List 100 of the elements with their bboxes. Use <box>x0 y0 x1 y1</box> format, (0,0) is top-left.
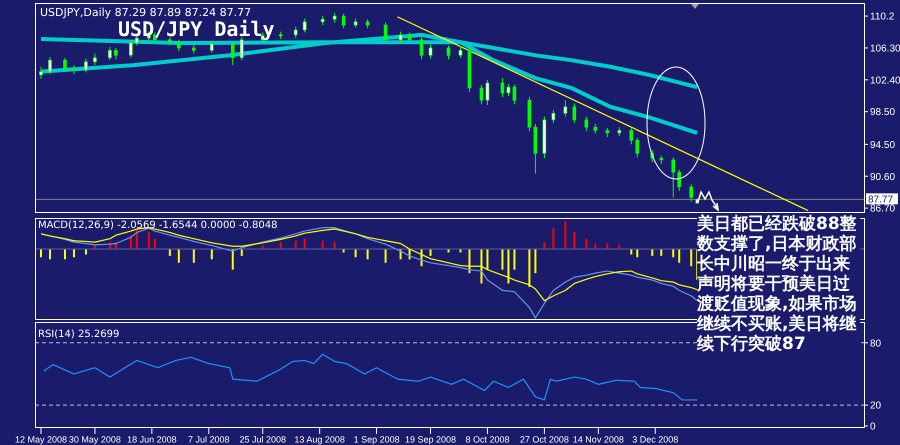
candlestick <box>584 116 588 132</box>
bar <box>636 249 638 258</box>
bar <box>354 249 357 258</box>
bar <box>564 221 566 250</box>
bar <box>651 249 654 256</box>
annotation: RSI(14) 25.2699 <box>38 328 120 341</box>
candlestick <box>93 53 97 66</box>
candlestick <box>294 26 298 39</box>
candlestick <box>629 128 634 145</box>
bar <box>660 249 662 256</box>
bar <box>48 249 51 260</box>
candlestick <box>230 42 235 66</box>
candlestick <box>635 137 640 158</box>
candlestick <box>84 58 88 73</box>
bar <box>304 238 306 250</box>
candlestick <box>332 12 336 24</box>
bar <box>280 242 282 250</box>
candlestick <box>480 84 484 105</box>
text: USD/JPY Daily <box>118 17 275 41</box>
y-tick-label: 0 <box>870 421 876 432</box>
bar <box>334 242 336 250</box>
bar <box>534 249 536 274</box>
candlestick <box>552 110 556 124</box>
bar <box>672 249 674 258</box>
candlestick <box>384 22 388 44</box>
y-tick-label: 98.50 <box>870 107 896 118</box>
candlestick <box>486 79 490 106</box>
y-tick-label: 102.40 <box>870 75 900 86</box>
candlestick <box>506 83 510 97</box>
x-tick-label: 12 May 2008 <box>14 434 68 444</box>
bar <box>552 228 554 250</box>
bar <box>322 240 324 250</box>
candlestick <box>302 18 306 33</box>
bar <box>72 249 75 258</box>
candlestick <box>408 32 412 44</box>
candlestick <box>39 66 43 80</box>
candlestick <box>446 44 450 60</box>
bar <box>501 249 504 270</box>
bar <box>594 244 596 250</box>
x-tick-label: 30 May 2008 <box>68 434 121 444</box>
candlestick <box>671 156 676 198</box>
bar <box>430 249 432 256</box>
candlestick <box>564 100 568 118</box>
x-tick-label: 27 Oct 2008 <box>520 434 569 444</box>
bar <box>606 244 608 250</box>
candlestick <box>108 46 112 61</box>
bar <box>240 249 243 256</box>
x-tick-label: 18 Jun 2008 <box>127 434 177 444</box>
bar <box>40 249 42 258</box>
candlestick <box>594 123 598 134</box>
ref-line-label: 87.77 <box>868 194 894 206</box>
annotation: MACD(12,26,9) -2.0569 -1.6544 0.0000 -0.8048 <box>38 219 278 232</box>
candlestick <box>114 47 118 60</box>
y-tick-label: 80 <box>870 338 882 350</box>
bar <box>148 232 150 250</box>
bar <box>507 249 510 284</box>
bar <box>630 249 632 255</box>
y-tick-label: 106.30 <box>870 43 900 54</box>
line-series <box>43 354 698 401</box>
annotation: 美日都已经跌破88整数支撑了,日本财政部长中川昭一终于出来声明将要干预美日过渡贬值现象,如果市场继续不买账,美日将继续下行突破87 <box>697 214 860 354</box>
candlestick <box>177 39 181 52</box>
bar <box>192 249 195 263</box>
candlestick <box>428 44 432 60</box>
bar <box>84 249 87 255</box>
candlestick <box>458 46 462 58</box>
candlestick <box>512 84 516 105</box>
candlestick <box>572 103 576 124</box>
x-tick-label: 13 Aug 2008 <box>294 434 345 444</box>
bar <box>168 249 171 256</box>
candlestick <box>420 36 424 60</box>
bar <box>154 238 156 250</box>
bar <box>690 249 692 266</box>
x-tick-label: 8 Oct 2008 <box>465 434 510 444</box>
bar <box>585 238 588 250</box>
annotation: USDJPY,Daily 87.29 87.89 87.24 87.77 <box>40 6 252 20</box>
x-tick-label: 25 Jul 2008 <box>239 434 286 444</box>
candlestick <box>398 31 402 44</box>
bar <box>528 249 530 287</box>
bar <box>543 242 546 250</box>
bar <box>678 249 680 263</box>
bar <box>178 249 180 263</box>
bar <box>232 249 234 270</box>
bar <box>64 249 66 260</box>
candlestick <box>48 56 52 75</box>
x-tick-label: 3 Dec 2008 <box>632 434 678 444</box>
bar <box>366 249 369 260</box>
x-tick-label: 1 Sep 2008 <box>354 434 400 444</box>
candlestick <box>342 13 346 29</box>
bar <box>573 232 576 250</box>
y-tick-label: 86.70 <box>870 204 896 215</box>
bar <box>486 249 488 270</box>
y-tick-label: 90.60 <box>870 172 896 183</box>
x-tick-label: 19 Sep 2008 <box>405 434 456 444</box>
y-tick-label: 20 <box>870 400 882 412</box>
candlestick <box>129 39 133 58</box>
y-tick-label: 110.2 <box>870 12 895 23</box>
candlestick <box>210 40 214 54</box>
bar <box>294 240 297 250</box>
candlestick <box>500 78 504 98</box>
candlestick <box>63 57 67 72</box>
